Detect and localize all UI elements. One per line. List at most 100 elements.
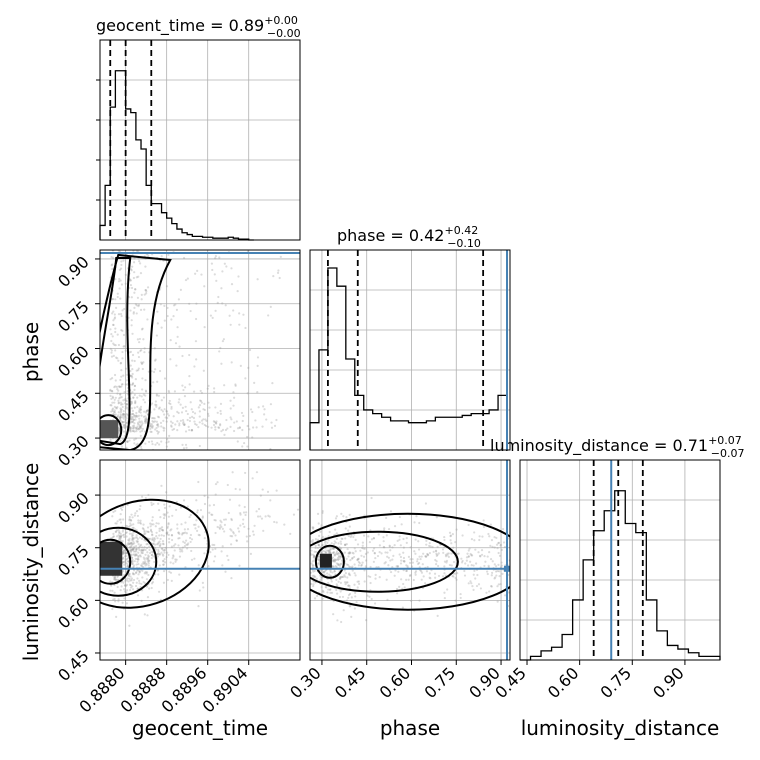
sample-point [140, 564, 144, 568]
sample-point [123, 426, 126, 430]
sample-point [134, 402, 137, 405]
sample-point [115, 385, 118, 388]
sample-point [172, 427, 176, 431]
sample-point [135, 304, 138, 307]
sample-point [425, 555, 428, 558]
sample-point [331, 556, 335, 559]
sample-point [248, 534, 251, 538]
sample-point [119, 312, 123, 316]
sample-point [129, 584, 133, 587]
sample-point [358, 561, 361, 565]
sample-point [156, 441, 159, 445]
sample-point [362, 555, 366, 558]
sample-point [170, 407, 173, 410]
sample-point [124, 524, 127, 527]
sample-point [130, 420, 133, 424]
sample-point [134, 437, 138, 440]
sample-point [150, 402, 154, 405]
sample-point [121, 357, 124, 360]
x-tick-label: 0.60 [376, 663, 415, 702]
sample-point [208, 504, 211, 507]
sample-point [112, 598, 115, 601]
sample-point [454, 572, 457, 575]
contour-level [314, 544, 345, 579]
sample-point [115, 406, 118, 410]
sample-point [357, 558, 360, 561]
sample-point [263, 413, 266, 416]
sample-point [136, 587, 139, 590]
sample-point [151, 426, 154, 429]
sample-point [144, 390, 148, 393]
sample-point [473, 569, 476, 572]
sample-point [116, 292, 119, 295]
sample-point [143, 532, 146, 536]
sample-point [214, 425, 217, 429]
sample-point [132, 523, 135, 526]
sample-point [459, 592, 462, 596]
sample-point [369, 575, 372, 579]
sample-point [333, 570, 336, 573]
sample-point [131, 548, 135, 551]
sample-point [443, 546, 446, 549]
sample-point [426, 552, 429, 556]
sample-point [204, 424, 208, 428]
sample-point [110, 389, 114, 393]
sample-point [191, 415, 194, 418]
sample-point [131, 353, 135, 357]
sample-point [139, 425, 142, 429]
sample-point [353, 555, 356, 559]
sample-point [168, 505, 171, 508]
sample-point [168, 537, 171, 540]
sample-point [497, 541, 501, 544]
sample-point [122, 413, 125, 416]
sample-point [133, 422, 136, 425]
sample-point [135, 443, 138, 447]
sample-point [337, 563, 340, 566]
sample-point [207, 401, 210, 404]
sample-point [165, 445, 169, 448]
sample-point [212, 420, 216, 423]
sample-point [224, 570, 227, 573]
sample-point [470, 564, 473, 567]
sample-point [162, 426, 165, 429]
xlabel-luminosity-distance: luminosity_distance [521, 716, 720, 740]
sample-point [334, 528, 337, 531]
sample-point [182, 499, 186, 502]
sample-point [120, 585, 123, 588]
sample-point [322, 570, 325, 574]
sample-point [335, 583, 338, 586]
sample-point [117, 414, 120, 417]
sample-point [414, 538, 417, 541]
sample-point [165, 285, 169, 288]
sample-point [227, 558, 230, 562]
sample-point [229, 425, 232, 429]
y-tick-label: 0.75 [54, 541, 93, 580]
sample-point [139, 349, 142, 353]
sample-point [145, 546, 149, 550]
sample-point [118, 531, 121, 535]
sample-point [230, 518, 233, 522]
sample-point [133, 438, 136, 441]
sample-point [117, 402, 120, 405]
sample-point [339, 576, 342, 579]
sample-point [110, 351, 113, 354]
sample-point [138, 417, 141, 420]
sample-point [414, 571, 417, 574]
sample-point [213, 555, 217, 558]
sample-point [129, 279, 132, 282]
sample-point [191, 569, 194, 573]
sample-point [501, 527, 505, 531]
sample-point [155, 429, 159, 433]
sample-point [312, 583, 315, 586]
sample-point [119, 414, 123, 417]
sample-point [251, 410, 254, 414]
sample-point [119, 411, 123, 414]
sample-point [120, 396, 123, 399]
sample-point [131, 415, 134, 419]
sample-point [144, 570, 147, 574]
sample-point [405, 537, 408, 540]
sample-point [158, 534, 161, 537]
sample-point [200, 391, 204, 395]
sample-point [131, 425, 134, 428]
sample-point [370, 538, 374, 541]
